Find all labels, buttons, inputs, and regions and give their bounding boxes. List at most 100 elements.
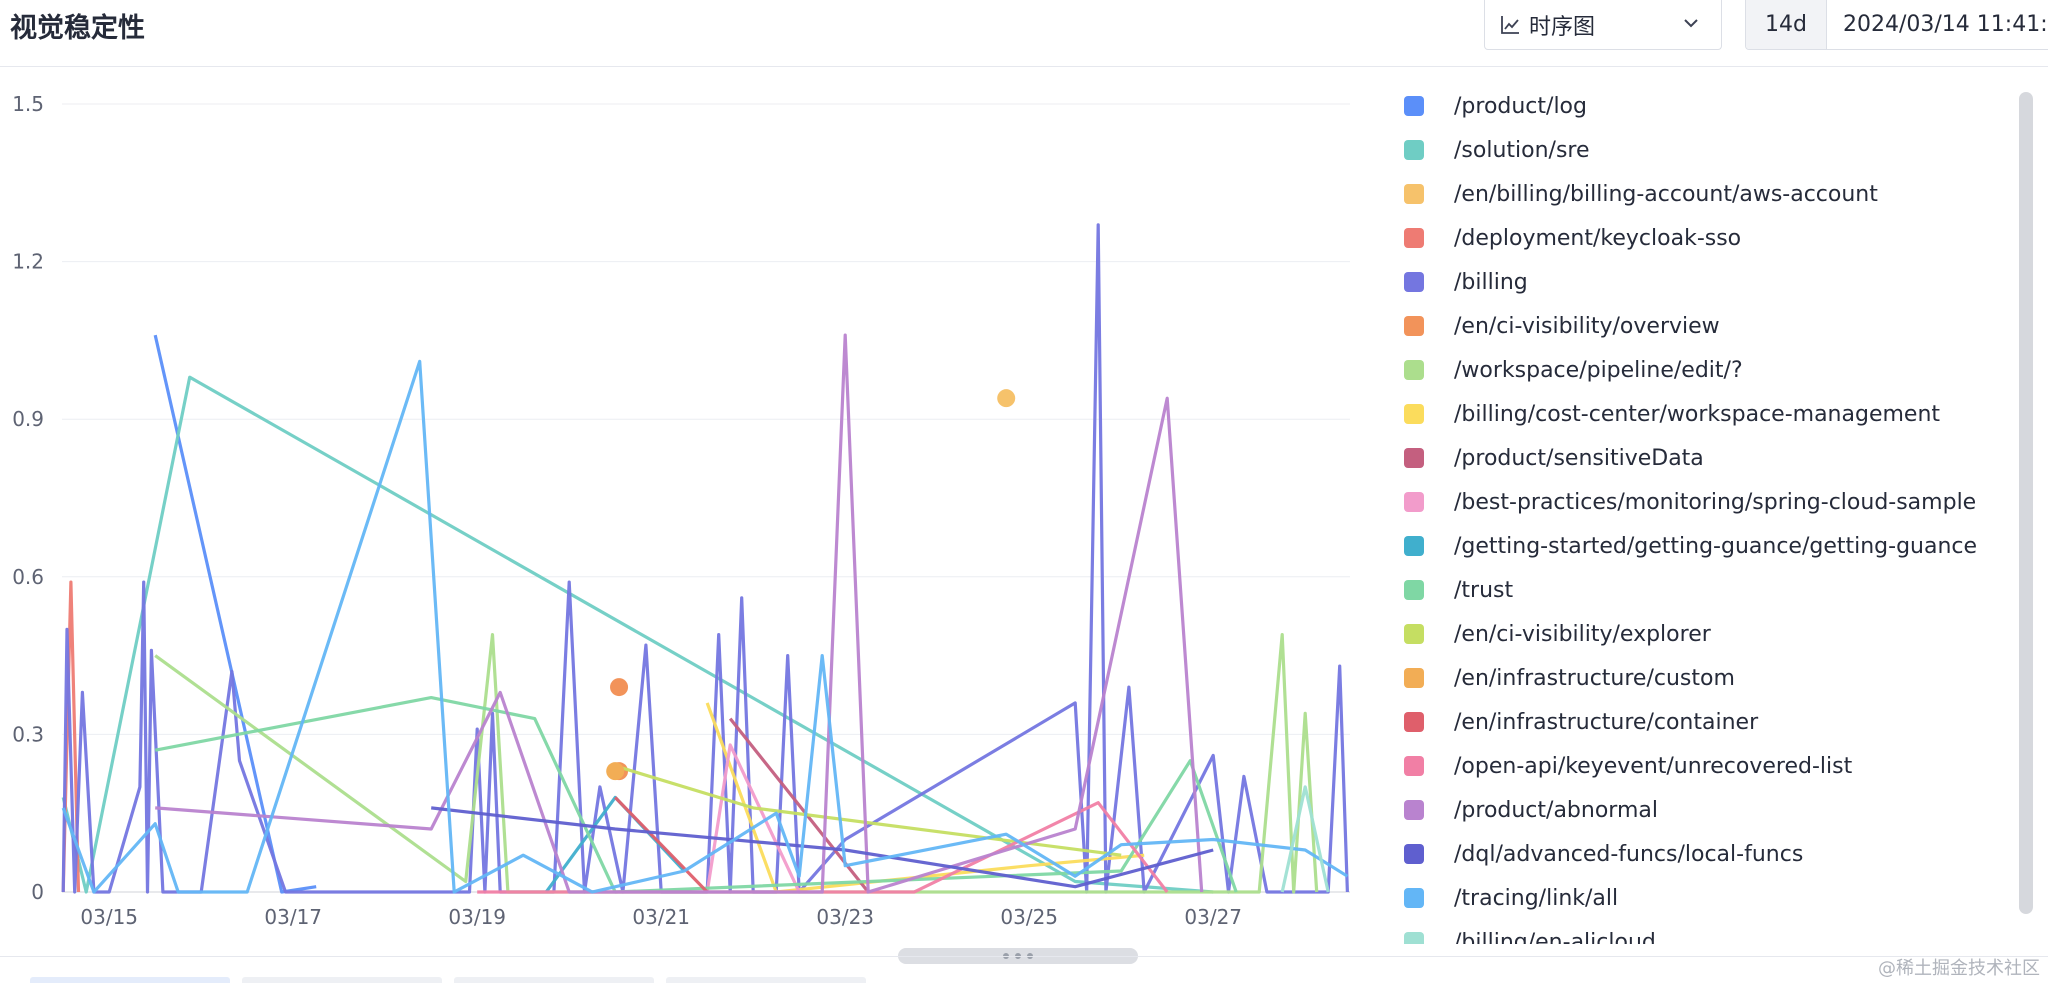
y-tick-label: 0 [31,880,44,904]
legend-label: /en/ci-visibility/explorer [1454,621,1711,647]
x-tick-label: 03/27 [1184,905,1242,929]
panel-title: 视觉稳定性 [10,13,145,44]
chart-legend: /product/log/solution/sre/en/billing/bil… [1392,84,2012,944]
legend-swatch [1404,316,1424,336]
chart-type-label: 时序图 [1529,14,1596,40]
legend-item[interactable]: /deployment/keycloak-sso [1392,216,2012,260]
legend-item[interactable]: /en/ci-visibility/overview [1392,304,2012,348]
legend-label: /open-api/keyevent/unrecovered-list [1454,753,1853,779]
legend-label: /en/billing/billing-account/aws-account [1454,181,1878,207]
watermark: @稀土掘金技术社区 [1878,958,2040,979]
legend-scrollbar[interactable] [2019,92,2033,914]
legend-item[interactable]: /best-practices/monitoring/spring-cloud-… [1392,480,2012,524]
legend-swatch [1404,272,1424,292]
x-tick-label: 03/25 [1000,905,1058,929]
legend-label: /en/ci-visibility/overview [1454,313,1720,339]
legend-label: /billing/cost-center/workspace-managemen… [1454,401,1941,427]
legend-label: /product/abnormal [1454,797,1658,823]
y-tick-label: 0.6 [12,565,44,589]
legend-item[interactable]: /product/log [1392,84,2012,128]
x-tick-label: 03/19 [448,905,506,929]
legend-label: /workspace/pipeline/edit/? [1454,357,1743,383]
line-chart-icon [1499,14,1521,36]
legend-swatch [1404,800,1424,820]
panel-divider [0,956,2048,957]
series-point [997,389,1016,408]
series-line [431,806,1214,889]
series-point [610,678,629,697]
legend-item[interactable]: /tracing/link/all [1392,876,2012,920]
legend-swatch [1404,184,1424,204]
legend-item[interactable]: /trust [1392,568,2012,612]
time-series-chart: 0 0.3 0.6 0.9 1.2 1.5 03/15 03/17 03/19 03/21 03/2… [12,92,1350,929]
legend-label: /product/sensitiveData [1454,445,1704,471]
legend-item[interactable]: /en/infrastructure/custom [1392,656,2012,700]
series-line [614,796,709,894]
legend-label: /trust [1454,577,1514,603]
legend-swatch [1404,668,1424,688]
legend-item[interactable]: /open-api/keyevent/unrecovered-list [1392,744,2012,788]
y-tick-label: 0.9 [12,407,44,431]
legend-swatch [1404,536,1424,556]
legend-label: /en/infrastructure/container [1454,709,1759,735]
legend-swatch [1404,404,1424,424]
y-tick-label: 1.2 [12,250,44,274]
legend-swatch [1404,492,1424,512]
legend-item[interactable]: /getting-started/getting-guance/getting-… [1392,524,2012,568]
legend-swatch [1404,932,1424,944]
panel-header: 视觉稳定性 时序图 14d 2024/03/14 11:41:0 [0,0,2048,67]
series-line [154,632,1319,894]
legend-item[interactable]: /en/billing/billing-account/aws-account [1392,172,2012,216]
y-tick-label: 1.5 [12,92,44,116]
chart-type-select[interactable]: 时序图 [1484,0,1722,50]
legend-item[interactable]: /en/infrastructure/container [1392,700,2012,744]
x-tick-label: 03/15 [80,905,138,929]
legend-swatch [1404,844,1424,864]
legend-item[interactable]: /product/abnormal [1392,788,2012,832]
legend-label: /billing [1454,269,1528,295]
bottom-tabs [30,977,866,983]
legend-label: /tracing/link/all [1454,885,1619,911]
x-tick-label: 03/23 [816,905,874,929]
series-line [155,333,1204,894]
series-point [606,762,625,781]
legend-swatch [1404,888,1424,908]
duration-button[interactable]: 14d [1746,0,1827,49]
x-tick-label: 03/21 [632,905,690,929]
series-line [61,223,1349,894]
legend-swatch [1404,140,1424,160]
legend-swatch [1404,756,1424,776]
legend-label: /solution/sre [1454,137,1590,163]
legend-item[interactable]: /billing/en-alicloud [1392,920,2012,944]
legend-label: /getting-started/getting-guance/getting-… [1454,533,1978,559]
legend-item[interactable]: /billing/cost-center/workspace-managemen… [1392,392,2012,436]
legend-label: /best-practices/monitoring/spring-cloud-… [1454,489,1977,515]
legend-item[interactable]: /solution/sre [1392,128,2012,172]
legend-label: /en/infrastructure/custom [1454,665,1735,691]
legend-item[interactable]: /product/sensitiveData [1392,436,2012,480]
legend-swatch [1404,712,1424,732]
legend-item[interactable]: /billing [1392,260,2012,304]
legend-item[interactable]: /workspace/pipeline/edit/? [1392,348,2012,392]
y-tick-label: 0.3 [12,722,44,746]
time-range-picker[interactable]: 14d 2024/03/14 11:41:0 [1745,0,2048,50]
chevron-down-icon [1681,13,1701,33]
time-range-text[interactable]: 2024/03/14 11:41:0 [1843,12,2048,37]
legend-label: /billing/en-alicloud [1454,929,1656,945]
legend-swatch [1404,360,1424,380]
legend-label: /deployment/keycloak-sso [1454,225,1742,251]
series-line [61,359,1349,894]
legend-item[interactable]: /en/ci-visibility/explorer [1392,612,2012,656]
legend-label: /dql/advanced-funcs/local-funcs [1454,841,1804,867]
legend-swatch [1404,96,1424,116]
legend-swatch [1404,448,1424,468]
legend-swatch [1404,228,1424,248]
legend-swatch [1404,580,1424,600]
series-line [1280,785,1330,893]
series-line [614,764,1122,857]
legend-swatch [1404,624,1424,644]
legend-item[interactable]: /dql/advanced-funcs/local-funcs [1392,832,2012,876]
series-line [153,334,317,894]
x-tick-label: 03/17 [264,905,322,929]
legend-label: /product/log [1454,93,1587,119]
